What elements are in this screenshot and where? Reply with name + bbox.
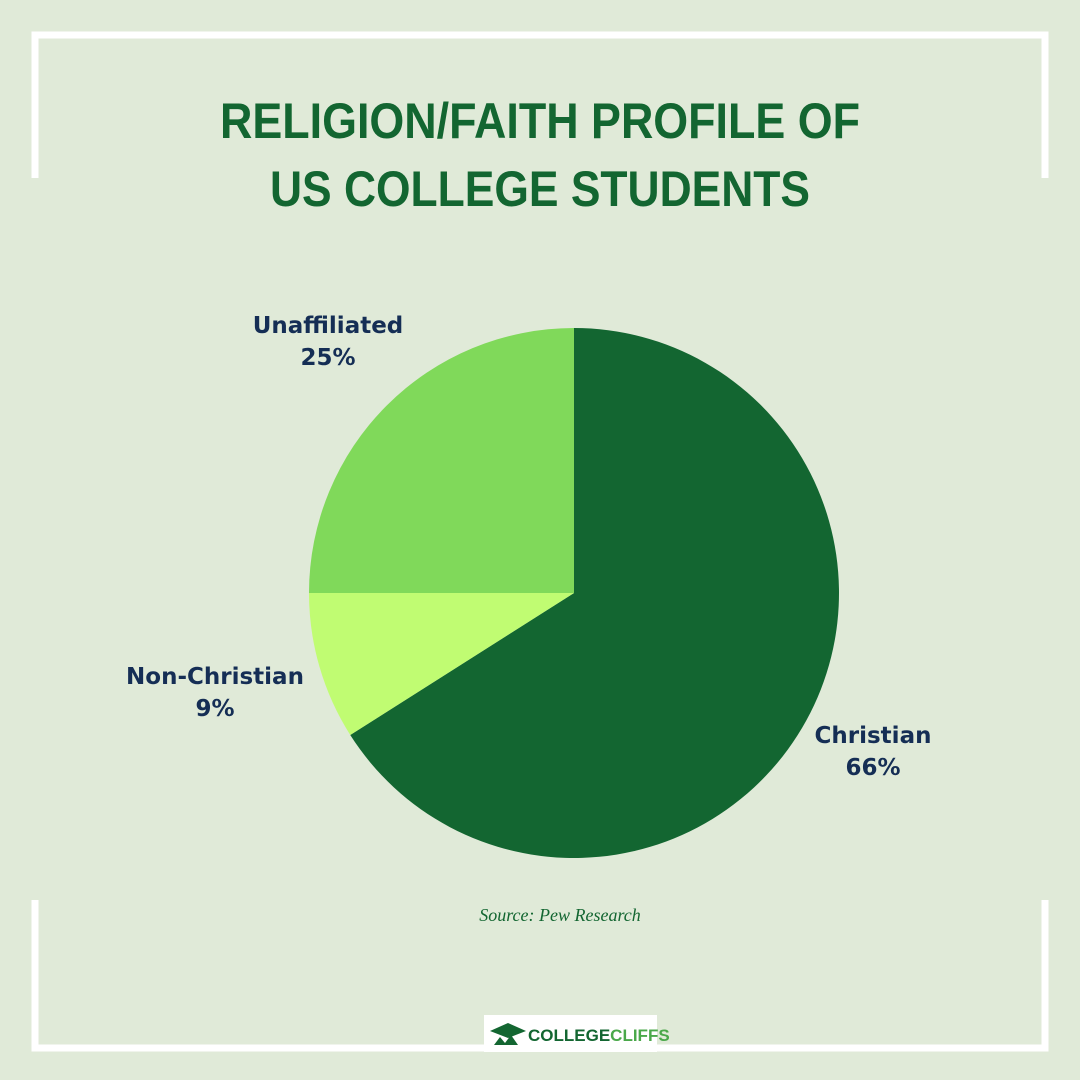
value-label: 25% [300, 345, 355, 371]
logo-word: COLLEGE [528, 1026, 610, 1045]
pie-slice [309, 328, 574, 593]
value-label: 66% [845, 755, 900, 781]
logo-word: CLIFFS [610, 1026, 670, 1045]
logo-icon [490, 1023, 526, 1045]
pie-slice [350, 328, 840, 859]
pie [309, 328, 840, 859]
slice-label: Non-Christian [126, 664, 304, 690]
chart-title: RELIGION/FAITH PROFILE OF [220, 93, 860, 149]
logo-text: COLLEGECLIFFS [528, 1026, 670, 1045]
value-label: 9% [195, 696, 234, 722]
pie-slice [309, 593, 574, 735]
slice-label: Christian [815, 723, 932, 749]
chart-title: US COLLEGE STUDENTS [270, 161, 810, 217]
slice-label: Unaffiliated [253, 313, 404, 339]
source: Source: Pew Research [479, 905, 641, 925]
